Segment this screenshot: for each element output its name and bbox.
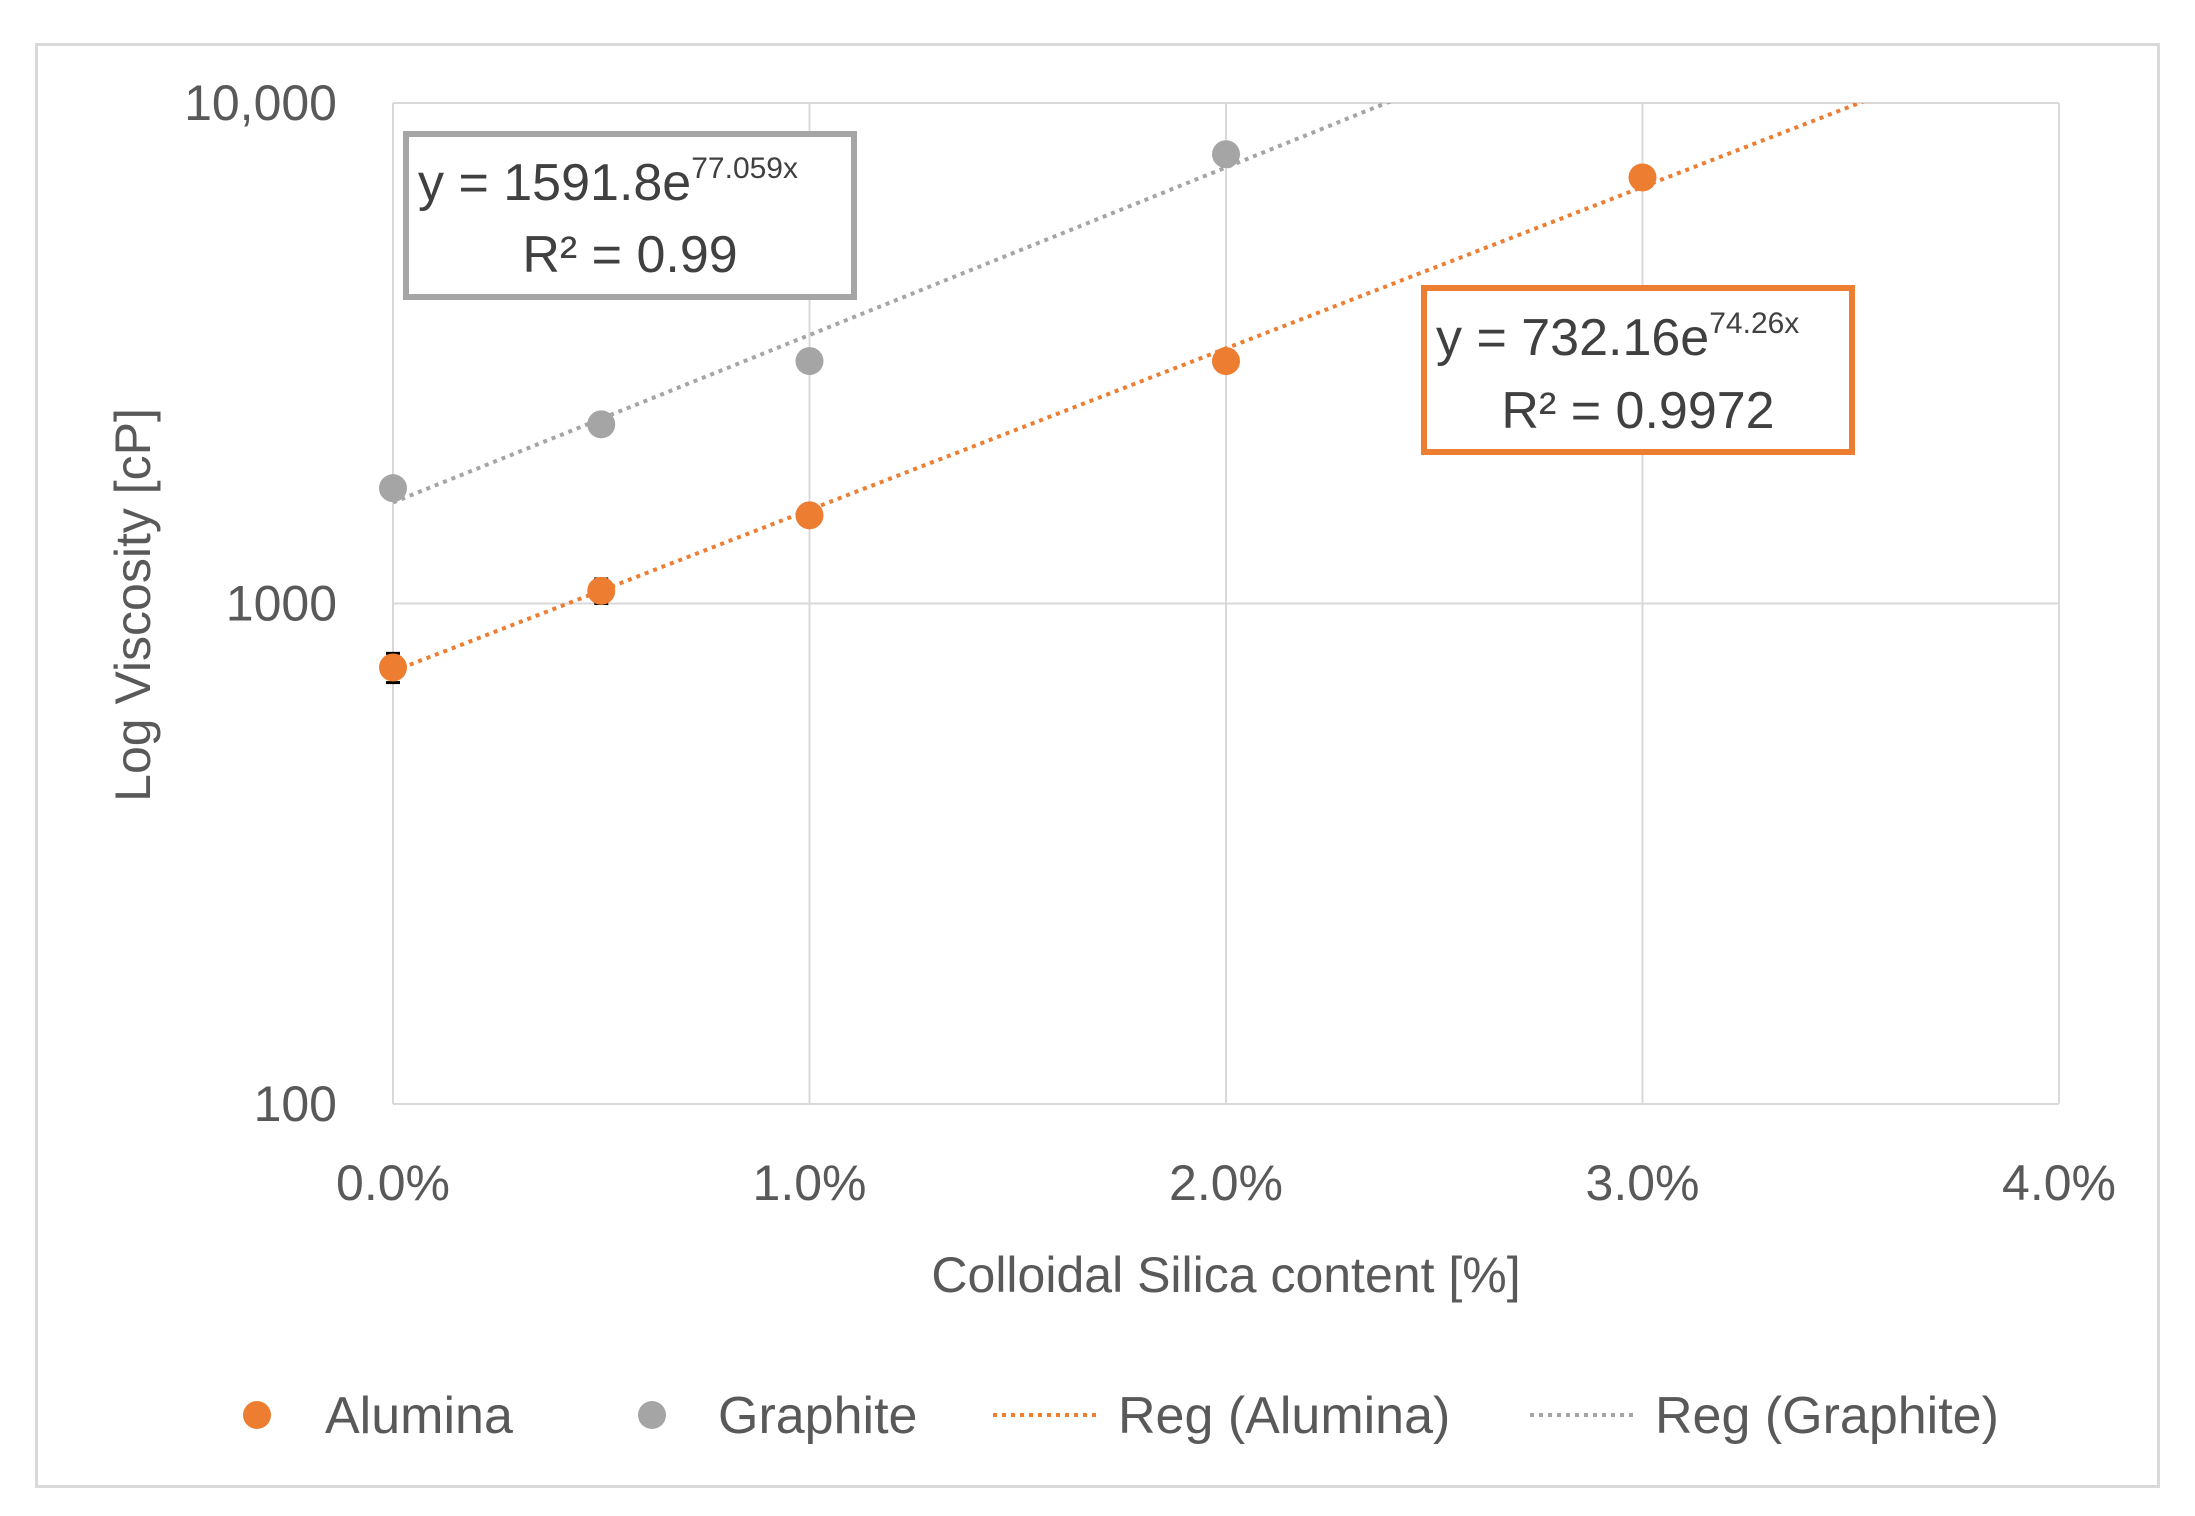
equation-text-graphite: y = 1591.8e77.059x xyxy=(418,152,798,212)
legend-label-graphite: Graphite xyxy=(718,1387,917,1445)
data-point-alumina xyxy=(379,653,407,682)
legend-label-alumina: Alumina xyxy=(325,1387,513,1445)
data-point-graphite xyxy=(1212,140,1240,169)
trendline-equation-graphite: y = 1591.8e77.059x R² = 0.99 xyxy=(403,131,857,300)
y-tick-label: 10,000 xyxy=(184,75,337,131)
data-point-graphite xyxy=(587,410,616,439)
legend-label-reg-graphite: Reg (Graphite) xyxy=(1655,1387,1999,1445)
data-point-graphite xyxy=(379,474,407,503)
point-layer xyxy=(379,140,1657,685)
legend-label-reg-alumina: Reg (Alumina) xyxy=(1118,1387,1450,1445)
data-point-graphite xyxy=(795,347,824,376)
legend: Alumina Graphite Reg (Alumina) Reg (Grap… xyxy=(243,1387,1999,1445)
tick-label-layer: 0.0% 1.0% 2.0% 3.0% 4.0% 100 1000 10,000 xyxy=(184,75,2116,1211)
y-tick-label: 100 xyxy=(254,1076,337,1132)
y-tick-label: 1000 xyxy=(226,576,337,632)
x-tick-label: 1.0% xyxy=(753,1155,867,1211)
legend-marker-graphite xyxy=(638,1401,666,1429)
data-point-alumina xyxy=(1212,347,1240,376)
equation-text-alumina: y = 732.16e74.26x xyxy=(1436,307,1799,367)
equation-box-alumina xyxy=(1421,285,1855,455)
trendline-equation-alumina: y = 732.16e74.26x R² = 0.9972 xyxy=(1421,285,1855,455)
x-tick-label: 2.0% xyxy=(1169,1155,1283,1211)
equation-box-graphite xyxy=(403,131,857,300)
trendline-graphite xyxy=(393,103,1392,505)
r2-text-alumina: R² = 0.9972 xyxy=(1501,382,1774,440)
r2-text-graphite: R² = 0.99 xyxy=(522,226,737,284)
x-tick-label: 3.0% xyxy=(1586,1155,1700,1211)
x-tick-label: 4.0% xyxy=(2002,1155,2116,1211)
data-point-alumina xyxy=(587,576,616,605)
x-axis-title: Colloidal Silica content [%] xyxy=(931,1247,1520,1303)
data-point-alumina xyxy=(1628,163,1657,192)
chart-frame xyxy=(35,43,2160,1488)
legend-marker-alumina xyxy=(243,1401,271,1429)
data-point-alumina xyxy=(795,501,824,530)
x-tick-label: 0.0% xyxy=(336,1155,450,1211)
y-axis-title: Log Viscosity [cP] xyxy=(105,408,161,802)
